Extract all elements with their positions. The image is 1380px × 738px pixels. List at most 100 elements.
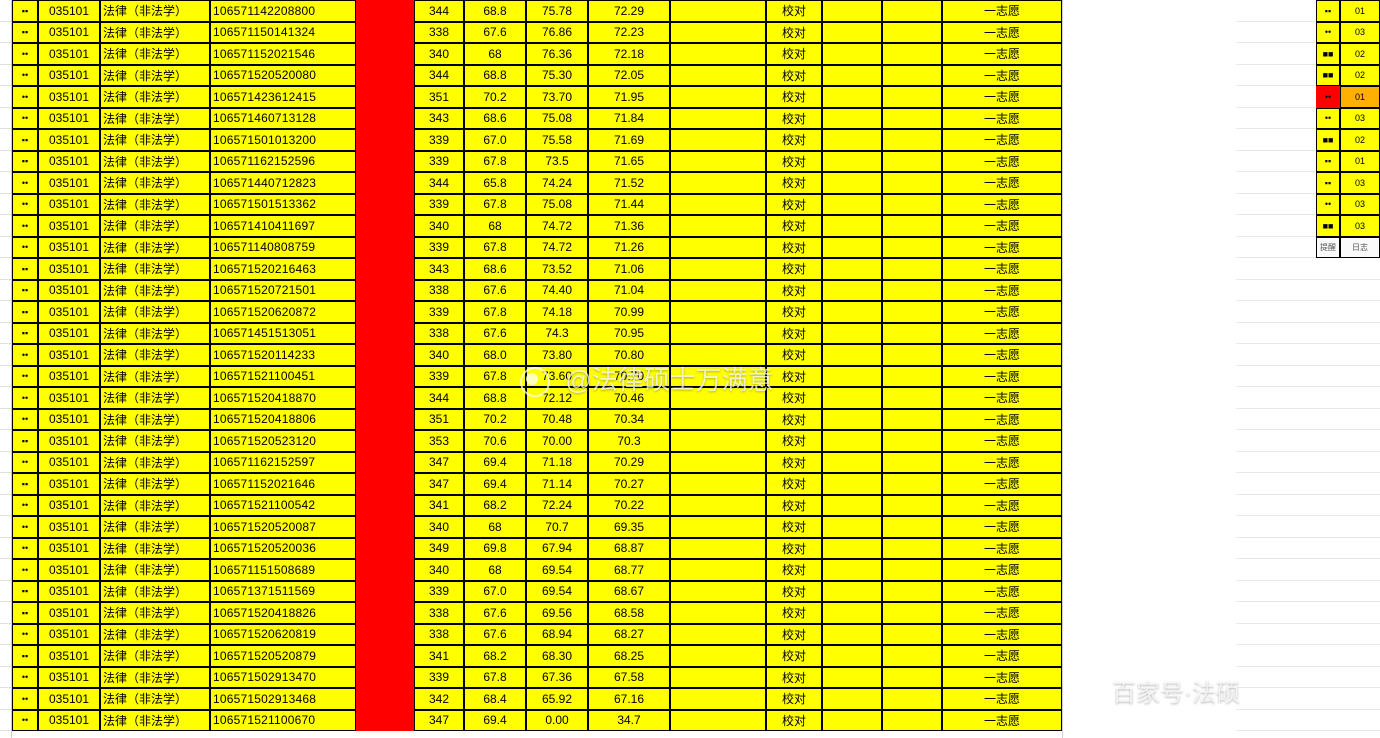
blank-cell[interactable]	[882, 237, 942, 259]
table-row[interactable]: ▪▪035101法律（非法学）10657152021646334368.673.…	[12, 258, 1062, 280]
score-3-cell[interactable]: 72.18	[588, 43, 670, 65]
code-cell[interactable]: 035101	[38, 301, 100, 323]
code-cell[interactable]: 035101	[38, 237, 100, 259]
row-header[interactable]	[0, 344, 11, 366]
row-header[interactable]	[0, 43, 11, 65]
row-icon[interactable]: ▪▪	[12, 581, 38, 603]
tag-cell[interactable]: 校对	[766, 559, 822, 581]
score-1-cell[interactable]: 68.2	[464, 495, 526, 517]
score-2-cell[interactable]: 0.00	[526, 710, 588, 732]
score-1-cell[interactable]: 70.6	[464, 430, 526, 452]
major-cell[interactable]: 法律（非法学）	[100, 452, 210, 474]
table-row[interactable]: ▪▪035101法律（非法学）10657115202164634769.471.…	[12, 473, 1062, 495]
summary-cell[interactable]: 一志愿	[942, 344, 1062, 366]
table-row[interactable]: ••035101法律（非法学）1065711515086893406869.54…	[12, 559, 1062, 581]
score-1-cell[interactable]: 70.2	[464, 86, 526, 108]
blank-cell[interactable]	[882, 151, 942, 173]
row-header[interactable]	[0, 516, 11, 538]
blank-cell[interactable]	[670, 194, 766, 216]
score-2-cell[interactable]: 69.56	[526, 602, 588, 624]
red-band-cell[interactable]	[356, 258, 414, 280]
row-icon[interactable]: ••	[12, 344, 38, 366]
row-icon[interactable]: ••	[12, 215, 38, 237]
major-cell[interactable]: 法律（非法学）	[100, 0, 210, 22]
code-cell[interactable]: 035101	[38, 86, 100, 108]
blank-cell[interactable]	[822, 194, 882, 216]
score-1-cell[interactable]: 69.4	[464, 710, 526, 732]
score-1-cell[interactable]: 68	[464, 559, 526, 581]
summary-cell[interactable]: 一志愿	[942, 387, 1062, 409]
score-2-cell[interactable]: 71.18	[526, 452, 588, 474]
score-2-cell[interactable]: 73.80	[526, 344, 588, 366]
score-1-cell[interactable]: 69.4	[464, 473, 526, 495]
code-cell[interactable]: 035101	[38, 323, 100, 345]
mini-row[interactable]: ••03	[1316, 108, 1380, 130]
row-header[interactable]	[0, 409, 11, 431]
tag-cell[interactable]: 校对	[766, 452, 822, 474]
code-cell[interactable]: 035101	[38, 280, 100, 302]
id-cell[interactable]: 106571520520087	[210, 516, 356, 538]
id-cell[interactable]: 106571520523120	[210, 430, 356, 452]
blank-cell[interactable]	[670, 602, 766, 624]
row-header[interactable]	[0, 452, 11, 474]
row-icon[interactable]: ••	[12, 194, 38, 216]
blank-cell[interactable]	[822, 473, 882, 495]
table-row[interactable]: ••035101法律（非法学）10657116215259734769.471.…	[12, 452, 1062, 474]
summary-cell[interactable]: 一志愿	[942, 65, 1062, 87]
code-cell[interactable]: 035101	[38, 538, 100, 560]
red-band-cell[interactable]	[356, 323, 414, 345]
major-cell[interactable]: 法律（非法学）	[100, 710, 210, 732]
summary-cell[interactable]: 一志愿	[942, 22, 1062, 44]
score-1-cell[interactable]: 67.6	[464, 624, 526, 646]
summary-cell[interactable]: 一志愿	[942, 667, 1062, 689]
score-1-cell[interactable]: 68.8	[464, 0, 526, 22]
red-band-cell[interactable]	[356, 538, 414, 560]
score-3-cell[interactable]: 71.26	[588, 237, 670, 259]
table-row[interactable]: ••035101法律（非法学）1065715205200873406870.76…	[12, 516, 1062, 538]
blank-cell[interactable]	[670, 688, 766, 710]
blank-cell[interactable]	[822, 559, 882, 581]
tag-cell[interactable]: 校对	[766, 495, 822, 517]
score-3-cell[interactable]: 69.35	[588, 516, 670, 538]
id-cell[interactable]: 106571520520036	[210, 538, 356, 560]
score-2-cell[interactable]: 74.3	[526, 323, 588, 345]
summary-cell[interactable]: 一志愿	[942, 452, 1062, 474]
red-band-cell[interactable]	[356, 667, 414, 689]
major-cell[interactable]: 法律（非法学）	[100, 108, 210, 130]
blank-cell[interactable]	[670, 473, 766, 495]
score-2-cell[interactable]: 70.48	[526, 409, 588, 431]
code-cell[interactable]: 035101	[38, 452, 100, 474]
code-cell[interactable]: 035101	[38, 22, 100, 44]
tag-cell[interactable]: 校对	[766, 43, 822, 65]
id-cell[interactable]: 106571501013200	[210, 129, 356, 151]
id-cell[interactable]: 106571151508689	[210, 559, 356, 581]
score-2-cell[interactable]: 74.40	[526, 280, 588, 302]
row-header[interactable]	[0, 387, 11, 409]
red-band-cell[interactable]	[356, 710, 414, 732]
blank-cell[interactable]	[882, 86, 942, 108]
summary-cell[interactable]: 一志愿	[942, 301, 1062, 323]
blank-cell[interactable]	[670, 409, 766, 431]
red-band-cell[interactable]	[356, 22, 414, 44]
score-3-cell[interactable]: 71.65	[588, 151, 670, 173]
code-cell[interactable]: 035101	[38, 688, 100, 710]
row-header[interactable]	[0, 301, 11, 323]
tag-cell[interactable]: 校对	[766, 430, 822, 452]
major-cell[interactable]: 法律（非法学）	[100, 151, 210, 173]
blank-cell[interactable]	[882, 409, 942, 431]
summary-cell[interactable]: 一志愿	[942, 258, 1062, 280]
score-2-cell[interactable]: 73.60	[526, 366, 588, 388]
mini-row[interactable]: ■■03	[1316, 215, 1380, 237]
blank-cell[interactable]	[670, 323, 766, 345]
blank-cell[interactable]	[882, 645, 942, 667]
score-total-cell[interactable]: 338	[414, 22, 464, 44]
row-icon[interactable]: ••	[12, 710, 38, 732]
score-1-cell[interactable]: 67.0	[464, 129, 526, 151]
table-row[interactable]: ••035101法律（非法学）10657114080875933967.874.…	[12, 237, 1062, 259]
tag-cell[interactable]: 校对	[766, 409, 822, 431]
blank-cell[interactable]	[822, 710, 882, 732]
row-icon[interactable]: ▪▪	[12, 258, 38, 280]
row-header[interactable]	[0, 0, 11, 22]
id-cell[interactable]: 106571423612415	[210, 86, 356, 108]
major-cell[interactable]: 法律（非法学）	[100, 602, 210, 624]
